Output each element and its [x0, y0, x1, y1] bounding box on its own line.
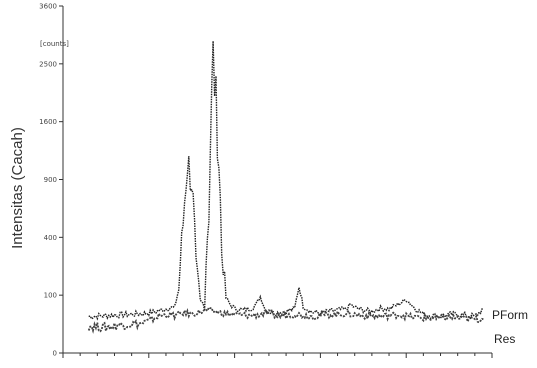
- y-tick-label: 2500: [39, 60, 57, 68]
- y-axis-unit: [counts]: [40, 40, 69, 48]
- y-ticks: 0 100 400 900 1600 2500 3600: [39, 3, 63, 358]
- y-tick-label: 1600: [39, 118, 57, 126]
- series-line-pform: [88, 41, 484, 322]
- y-tick-label: 0: [53, 350, 57, 358]
- y-tick-label: 900: [44, 176, 57, 184]
- y-axis-label: Intensitas (Cacah): [9, 127, 26, 249]
- series-label-pform: PForm: [492, 308, 528, 322]
- y-tick-label: 400: [44, 234, 57, 242]
- series-label-res: Res: [494, 332, 515, 346]
- series-line-res: [87, 306, 484, 334]
- series-group: [87, 41, 484, 334]
- y-tick-label: 3600: [39, 3, 57, 11]
- y-tick-label: 100: [44, 292, 57, 300]
- x-ticks: [62, 353, 493, 358]
